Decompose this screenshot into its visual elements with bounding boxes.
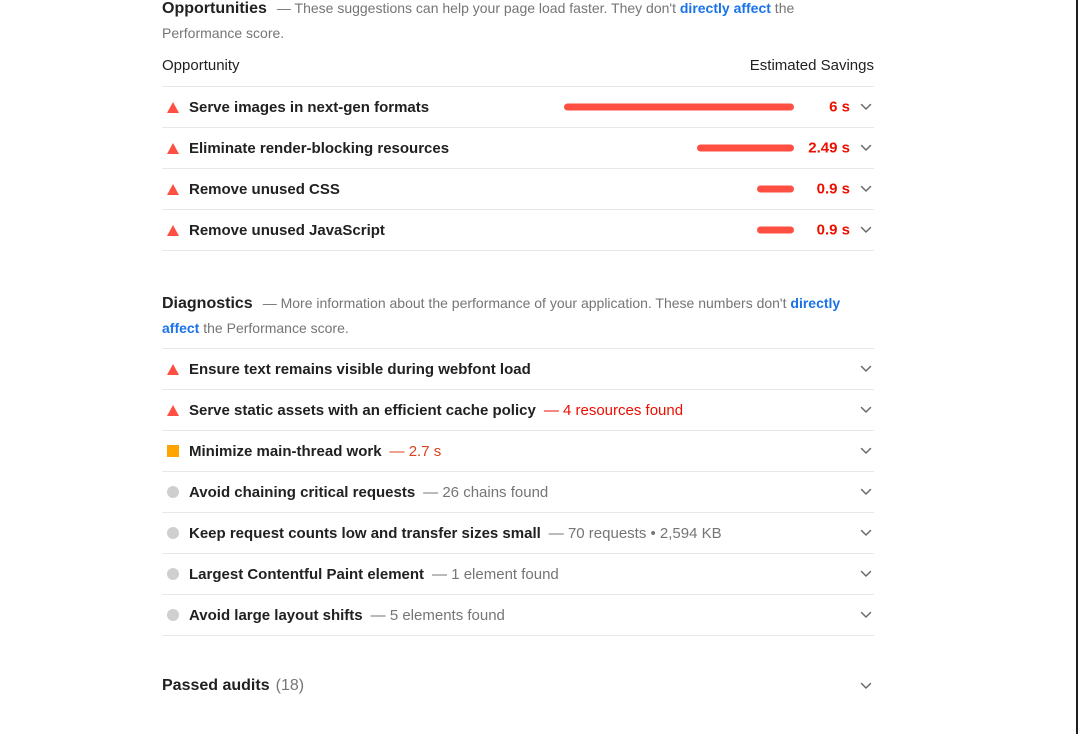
opportunities-description: Opportunities — These suggestions can hel… [162, 0, 874, 45]
diagnostic-row[interactable]: Avoid chaining critical requests — 26 cha… [162, 472, 874, 513]
diagnostics-description: Diagnostics — More information about the … [162, 291, 874, 340]
estimated-savings-column-header: Estimated Savings [749, 57, 874, 74]
diagnostic-title: Minimize main-thread work [189, 442, 382, 460]
diagnostic-title: Keep request counts low and transfer siz… [189, 524, 541, 542]
savings-bar [697, 144, 794, 152]
chevron-down-icon[interactable] [860, 529, 872, 537]
opportunity-title: Serve images in next-gen formats [189, 98, 430, 116]
savings-bar [757, 185, 794, 193]
diagnostic-row[interactable]: Keep request counts low and transfer siz… [162, 513, 874, 554]
opportunity-column-header: Opportunity [162, 57, 240, 74]
diagnostic-title: Avoid chaining critical requests [189, 483, 416, 501]
diagnostic-detail: — 4 resources found [543, 401, 684, 419]
opportunities-description-suffix: the Performance score. [162, 0, 795, 41]
diagnostics-description-suffix: the Performance score. [199, 320, 349, 336]
diagnostic-row[interactable]: Minimize main-thread work — 2.7 s [162, 431, 874, 472]
warning-triangle-icon [167, 404, 179, 416]
diagnostic-detail: — 5 elements found [370, 606, 505, 624]
directly-affect-link[interactable]: directly affect [162, 295, 841, 336]
opportunity-table-header: Opportunity Estimated Savings [162, 45, 874, 87]
opportunities-heading: Opportunities [162, 0, 267, 17]
info-circle-icon [167, 527, 179, 539]
diagnostic-row[interactable]: Serve static assets with an efficient ca… [162, 390, 874, 431]
chevron-down-icon[interactable] [860, 682, 872, 690]
chevron-down-icon[interactable] [860, 570, 872, 578]
warning-triangle-icon [167, 363, 179, 375]
diagnostic-rows: Ensure text remains visible during webfo… [162, 348, 874, 636]
passed-audits-toggle[interactable]: Passed audits (18) [162, 664, 874, 708]
opportunities-section: Opportunities — These suggestions can hel… [162, 0, 874, 251]
warning-triangle-icon [167, 101, 179, 113]
diagnostic-detail: — 26 chains found [423, 483, 549, 501]
warning-triangle-icon [167, 224, 179, 236]
diagnostic-detail: — 70 requests • 2,594 KB [548, 524, 722, 542]
chevron-down-icon[interactable] [860, 406, 872, 414]
diagnostics-description-text: — More information about the performance… [262, 295, 791, 311]
opportunities-description-text: — These suggestions can help your page l… [276, 0, 680, 16]
diagnostic-title: Avoid large layout shifts [189, 606, 363, 624]
savings-value: 2.49 s [808, 139, 850, 157]
diagnostic-row[interactable]: Avoid large layout shifts — 5 elements fo… [162, 595, 874, 636]
diagnostic-title: Ensure text remains visible during webfo… [189, 360, 531, 378]
window-right-border [1076, 0, 1078, 734]
chevron-down-icon[interactable] [860, 488, 872, 496]
warning-square-icon [167, 445, 179, 457]
opportunity-row[interactable]: Remove unused CSS 0.9 s [162, 169, 874, 210]
diagnostic-row[interactable]: Largest Contentful Paint element — 1 elem… [162, 554, 874, 595]
savings-value: 6 s [829, 98, 850, 116]
savings-value: 0.9 s [816, 221, 850, 239]
passed-audits-heading: Passed audits [162, 677, 270, 694]
diagnostics-heading: Diagnostics [162, 295, 253, 312]
warning-triangle-icon [167, 142, 179, 154]
opportunity-title: Remove unused JavaScript [189, 221, 385, 239]
chevron-down-icon[interactable] [860, 611, 872, 619]
lighthouse-report-content: Opportunities — These suggestions can hel… [162, 0, 874, 708]
savings-bar [757, 226, 794, 234]
directly-affect-link[interactable]: directly affect [679, 0, 771, 16]
chevron-down-icon[interactable] [860, 185, 872, 193]
chevron-down-icon[interactable] [860, 365, 872, 373]
chevron-down-icon[interactable] [860, 447, 872, 455]
diagnostic-title: Serve static assets with an efficient ca… [189, 401, 536, 419]
diagnostic-row[interactable]: Ensure text remains visible during webfo… [162, 349, 874, 390]
info-circle-icon [167, 486, 179, 498]
passed-audits-count: (18) [275, 677, 305, 694]
chevron-down-icon[interactable] [860, 144, 872, 152]
opportunity-rows: Serve images in next-gen formats 6 s Elimi… [162, 87, 874, 251]
opportunity-row[interactable]: Serve images in next-gen formats 6 s [162, 87, 874, 128]
opportunity-title: Eliminate render-blocking resources [189, 139, 450, 157]
diagnostic-title: Largest Contentful Paint element [189, 565, 425, 583]
opportunity-title: Remove unused CSS [189, 180, 340, 198]
savings-value: 0.9 s [816, 180, 850, 198]
diagnostics-section: Diagnostics — More information about the … [162, 291, 874, 636]
chevron-down-icon[interactable] [860, 226, 872, 234]
savings-bar [564, 103, 794, 111]
opportunity-row[interactable]: Eliminate render-blocking resources 2.49 … [162, 128, 874, 169]
warning-triangle-icon [167, 183, 179, 195]
chevron-down-icon[interactable] [860, 103, 872, 111]
diagnostic-detail: — 1 element found [432, 565, 559, 583]
info-circle-icon [167, 609, 179, 621]
diagnostic-detail: — 2.7 s [389, 442, 442, 460]
opportunity-row[interactable]: Remove unused JavaScript 0.9 s [162, 210, 874, 251]
info-circle-icon [167, 568, 179, 580]
